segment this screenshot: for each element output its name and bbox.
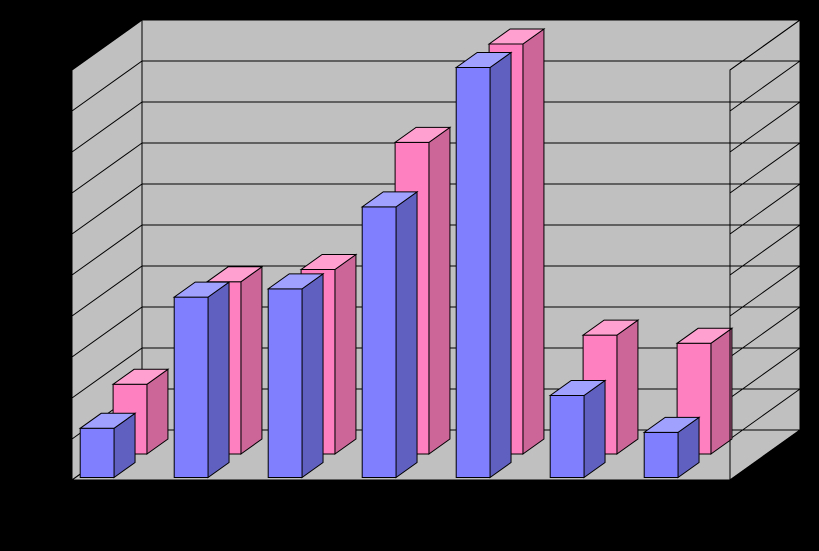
bar-front [456, 68, 490, 478]
bar-side [302, 274, 323, 478]
bar-side [335, 255, 356, 455]
bar-front [268, 289, 302, 478]
bar-side [241, 267, 262, 454]
bar-side [208, 282, 229, 477]
bar-side [490, 53, 511, 478]
bar-front [80, 428, 114, 477]
bar-side [584, 381, 605, 478]
bar-side [429, 127, 450, 454]
bar-front [362, 207, 396, 478]
bar-side [523, 29, 544, 454]
bar-front [174, 297, 208, 477]
bar-front [644, 432, 678, 477]
bar-side [711, 328, 732, 454]
bar-front [550, 396, 584, 478]
bar-side [396, 192, 417, 478]
bar-side [617, 320, 638, 454]
bar-chart-3d [0, 0, 819, 551]
